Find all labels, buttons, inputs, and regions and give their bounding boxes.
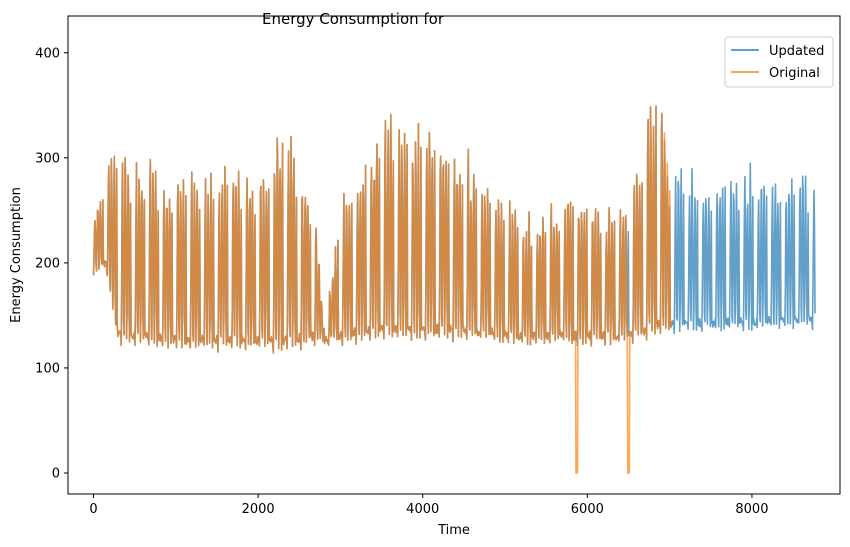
x-tick-label: 0 bbox=[89, 502, 97, 517]
series-line-original bbox=[92, 105, 673, 474]
x-tick-label: 4000 bbox=[406, 502, 439, 517]
y-axis: 0 100 200 300 400 bbox=[35, 46, 68, 481]
y-tick-label: 300 bbox=[35, 151, 60, 166]
y-tick-label: 200 bbox=[35, 256, 60, 271]
x-axis-label: Time bbox=[437, 523, 470, 538]
y-tick-label: 400 bbox=[35, 46, 60, 61]
x-tick-label: 6000 bbox=[571, 502, 604, 517]
y-tick-label: 0 bbox=[52, 466, 60, 481]
x-tick-label: 8000 bbox=[735, 502, 768, 517]
plot-frame bbox=[67, 15, 841, 495]
chart-title: Energy Consumption for bbox=[262, 10, 445, 28]
legend-label-original: Original bbox=[769, 66, 820, 81]
x-tick-label: 2000 bbox=[242, 502, 275, 517]
legend-label-updated: Updated bbox=[769, 44, 824, 59]
x-axis: 0 2000 4000 6000 8000 bbox=[89, 494, 768, 517]
legend: Updated Original bbox=[724, 36, 834, 88]
y-tick-label: 100 bbox=[35, 361, 60, 376]
y-axis-label: Energy Consumption bbox=[9, 187, 24, 323]
plot-area bbox=[92, 105, 816, 474]
